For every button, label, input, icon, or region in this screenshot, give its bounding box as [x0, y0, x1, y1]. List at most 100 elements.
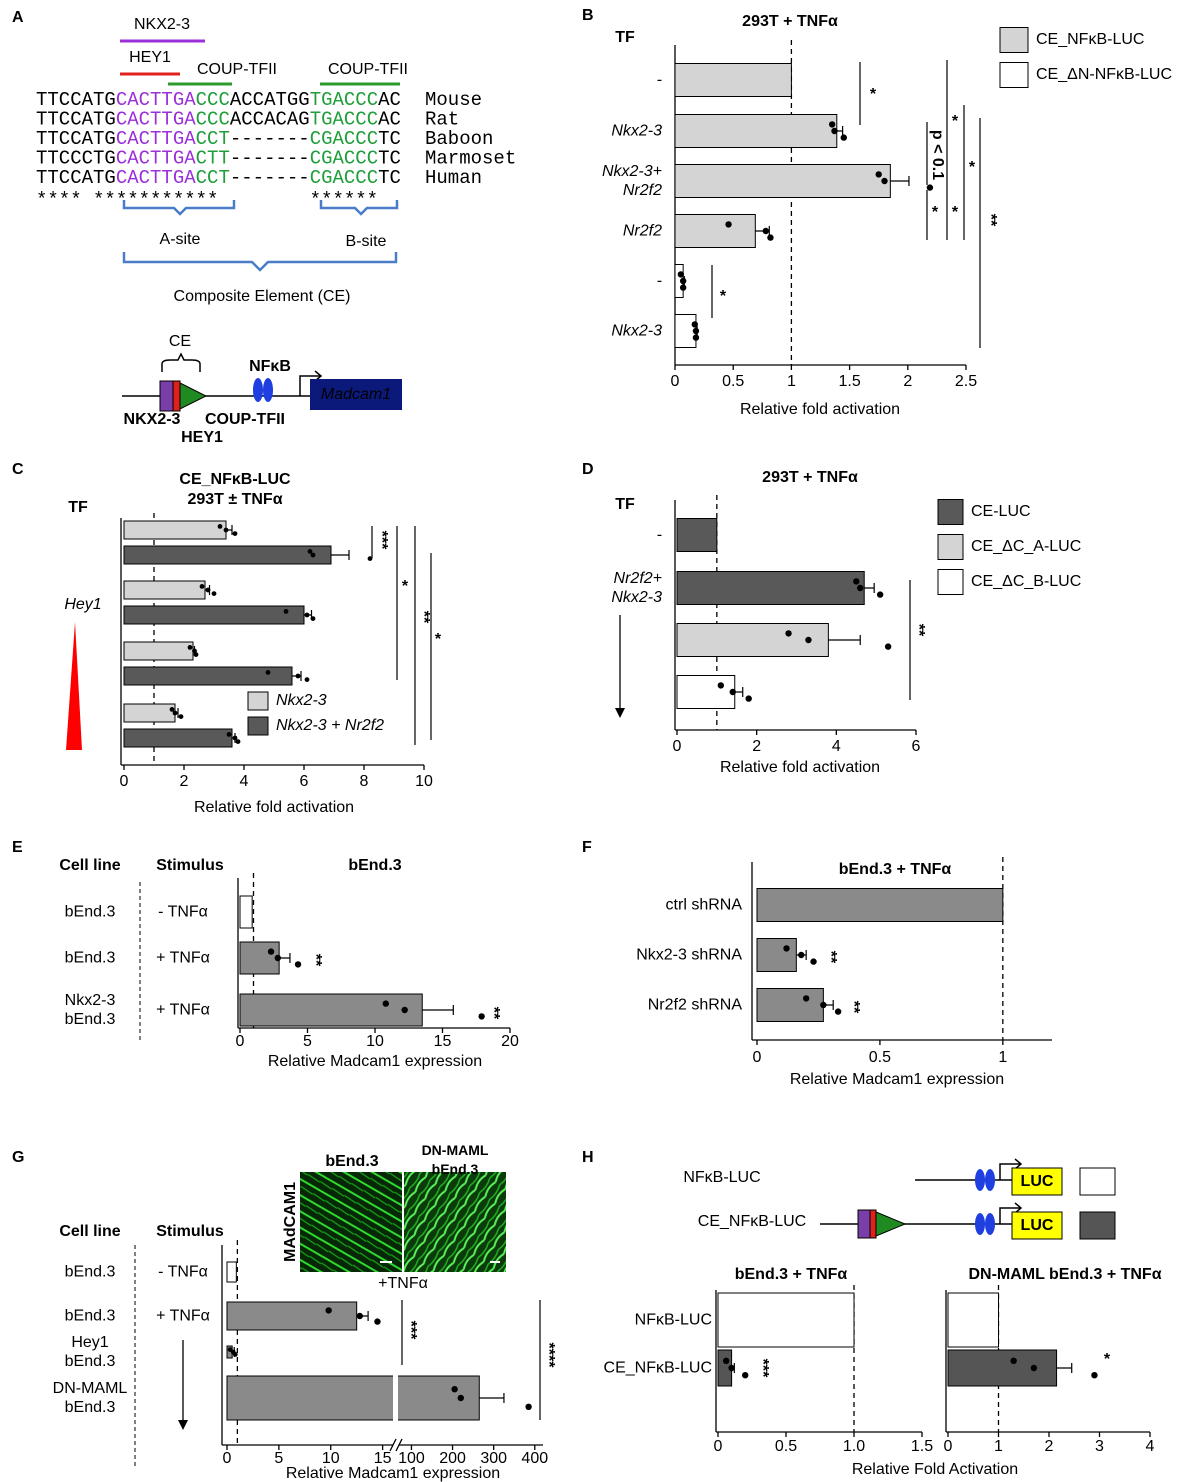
bar	[226, 1375, 480, 1421]
x-tick-label: 200	[439, 1450, 466, 1467]
significance-label: *	[952, 204, 959, 221]
stimulus-label: + TNFα	[156, 949, 210, 967]
column-header: Cell line	[59, 857, 120, 874]
data-point	[728, 1364, 735, 1372]
x-axis-label: Relative Madcam1 expression	[268, 1053, 482, 1070]
conservation: **** *********** ******	[36, 189, 378, 211]
category-label: Nr2f2+ Nkx2-3	[611, 570, 662, 606]
motif-label: NKX2-3	[134, 16, 190, 33]
data-point	[783, 945, 790, 952]
category-label: Nkx2-3	[611, 122, 662, 140]
x-tick-label: 300	[480, 1450, 507, 1467]
data-point	[722, 1357, 730, 1365]
data-point	[192, 648, 197, 654]
sequence-segment: CCC	[196, 109, 230, 131]
stimulus-label: + TNFα	[156, 1307, 210, 1325]
data-point	[525, 1403, 532, 1411]
data-point	[217, 524, 223, 529]
category-label: ctrl shRNA	[665, 896, 742, 914]
significance-label: **	[982, 214, 999, 227]
legend-label: CE_NFκB-LUC	[1036, 31, 1144, 48]
sequence-segment: CCT	[196, 167, 230, 189]
error-bar	[479, 1393, 505, 1403]
diagram-label: COUP-TFII	[205, 411, 285, 428]
x-tick-label: 8	[360, 773, 369, 790]
error-bar	[734, 687, 744, 697]
site-label: B-site	[346, 233, 387, 250]
data-point	[805, 636, 812, 644]
legend-swatch	[937, 499, 964, 525]
data-point	[325, 1307, 332, 1314]
bar	[676, 518, 718, 552]
diagram-label: HEY1	[181, 429, 223, 446]
sequence-segment: AC	[378, 89, 401, 111]
error-bar	[422, 1005, 454, 1015]
significance-label: *	[969, 159, 976, 176]
species: Mouse	[425, 89, 482, 111]
data-point	[223, 527, 229, 533]
error-bar	[864, 583, 875, 593]
chart-title: DN-MAML bEnd.3 + TNFα	[968, 1266, 1161, 1283]
x-tick-label: 0	[944, 1438, 953, 1455]
legend-swatch	[937, 534, 964, 560]
significance-label: *	[1104, 1351, 1111, 1368]
column-header: Stimulus	[156, 857, 224, 874]
error-bar	[890, 176, 910, 186]
x-tick-label: 15	[374, 1450, 392, 1467]
data-point	[834, 1008, 842, 1015]
data-point	[729, 688, 736, 696]
sequence-segment: CCC	[196, 89, 230, 111]
legend-label: CE_ΔN-NFκB-LUC	[1036, 66, 1172, 83]
data-point	[401, 1006, 408, 1014]
data-point	[785, 630, 792, 637]
data-point	[1010, 1357, 1017, 1365]
x-tick-label: 10	[415, 773, 433, 790]
chart-title: CE_NFκB-LUC	[179, 471, 291, 488]
micrograph	[300, 1172, 506, 1272]
sequence: TTCCATGCACTTGACCCACCACAGTGACCCAC	[36, 109, 401, 131]
data-point	[382, 1000, 389, 1007]
panel-label: D	[582, 461, 594, 478]
category-label: -	[656, 272, 662, 290]
significance-label: **	[307, 954, 324, 967]
category-label: Nkx2-3	[611, 322, 662, 340]
legend-swatch	[937, 569, 964, 595]
image-label: DN-MAML bEnd.3	[421, 1142, 489, 1177]
data-point	[294, 961, 302, 968]
x-tick-label: 1	[998, 1049, 1007, 1066]
x-axis-label: Relative Madcam1 expression	[790, 1071, 1004, 1088]
species: Marmoset	[425, 148, 516, 170]
data-point	[211, 591, 217, 596]
x-axis-label: Relative fold activation	[194, 799, 354, 816]
bar	[123, 520, 227, 540]
data-point	[374, 1318, 381, 1325]
x-axis-label: Relative fold activation	[740, 401, 900, 418]
bar	[676, 571, 865, 605]
data-point	[679, 277, 687, 285]
data-point	[725, 221, 732, 228]
x-axis-label: Relative Madcam1 expression	[286, 1465, 500, 1482]
data-point	[169, 707, 175, 712]
bar	[239, 993, 423, 1027]
image-label: bEnd.3	[325, 1153, 378, 1170]
species: Rat	[425, 109, 459, 131]
x-tick-label: 6	[912, 738, 921, 755]
sequence-segment: CACTTGA	[116, 109, 196, 131]
species: Human	[425, 167, 482, 189]
panel-label: H	[582, 1149, 594, 1166]
data-point	[742, 1372, 749, 1379]
bar	[756, 988, 824, 1022]
sequence-segment: ACCATGG	[230, 89, 310, 111]
image-label: +TNFα	[378, 1275, 428, 1292]
reporter-label: LUC	[1021, 1217, 1054, 1234]
x-tick-label: 4	[240, 773, 249, 790]
data-point	[820, 1001, 827, 1009]
sequence-segment: TTCCATG	[36, 167, 116, 189]
category-label: bEnd.3	[64, 1263, 116, 1281]
x-tick-label: 0.5	[722, 373, 744, 390]
sequence-segment: CGACCC	[310, 167, 378, 189]
stimulus-label: - TNFα	[158, 1263, 208, 1281]
row-header: TF	[615, 29, 635, 46]
x-tick-label: 0	[671, 373, 680, 390]
